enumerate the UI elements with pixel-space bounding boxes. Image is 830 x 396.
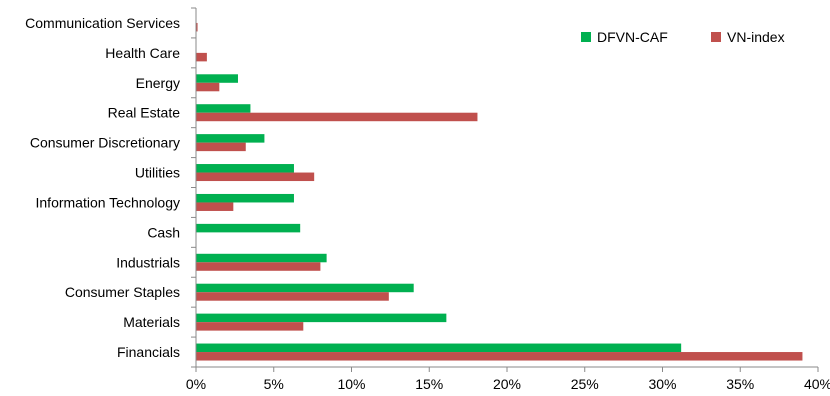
bar-dfvn-caf-information-technology — [196, 193, 294, 203]
bar-dfvn-caf-consumer-staples — [196, 283, 414, 293]
category-label: Industrials — [116, 254, 180, 270]
x-tick-label: 5% — [264, 376, 284, 392]
category-label: Communication Services — [25, 15, 180, 31]
axes-group — [191, 7, 819, 372]
bar-vn-index-health-care — [196, 52, 207, 62]
bar-dfvn-caf-real-estate — [196, 104, 251, 113]
bar-vn-index-information-technology — [196, 202, 234, 211]
legend-swatch — [581, 32, 591, 42]
bar-vn-index-real-estate — [196, 112, 478, 122]
bar-vn-index-utilities — [196, 172, 315, 182]
x-tick-labels: 0% 5% 10% 15% 20% 25% 30% 35% 40% — [186, 376, 830, 392]
legend-label: DFVN-CAF — [597, 29, 668, 45]
category-label: Utilities — [135, 165, 180, 181]
category-label: Health Care — [105, 45, 180, 61]
category-label: Financials — [117, 344, 180, 360]
bars-group — [196, 22, 803, 361]
bar-dfvn-caf-consumer-discretionary — [196, 134, 265, 143]
x-tick-label: 10% — [337, 376, 365, 392]
legend-swatch — [711, 32, 721, 42]
legend: DFVN-CAF VN-index — [581, 29, 785, 45]
x-tick-label: 25% — [571, 376, 599, 392]
bar-dfvn-caf-financials — [196, 343, 682, 353]
category-label: Consumer Discretionary — [30, 135, 180, 151]
bar-vn-index-communication-services — [196, 22, 198, 32]
legend-label: VN-index — [727, 29, 785, 45]
bar-vn-index-industrials — [196, 262, 321, 271]
bar-dfvn-caf-cash — [196, 223, 301, 233]
bar-vn-index-energy — [196, 82, 220, 92]
x-tick-label: 15% — [415, 376, 443, 392]
category-label: Real Estate — [108, 105, 181, 121]
bar-dfvn-caf-energy — [196, 74, 238, 83]
x-tick-label: 35% — [726, 376, 754, 392]
bar-vn-index-consumer-discretionary — [196, 142, 246, 152]
bar-dfvn-caf-utilities — [196, 164, 294, 173]
x-tick-label: 40% — [804, 376, 830, 392]
x-tick-label: 0% — [186, 376, 206, 392]
category-label: Consumer Staples — [65, 284, 180, 300]
category-label: Energy — [136, 75, 180, 91]
bar-vn-index-financials — [196, 352, 803, 361]
category-labels: Communication Services Health Care Energy R… — [25, 15, 180, 360]
bar-dfvn-caf-industrials — [196, 253, 327, 263]
bar-vn-index-materials — [196, 322, 304, 331]
category-label: Information Technology — [36, 194, 181, 210]
category-label: Materials — [123, 314, 180, 330]
bar-vn-index-consumer-staples — [196, 292, 389, 301]
bar-dfvn-caf-materials — [196, 313, 447, 323]
category-label: Cash — [147, 224, 180, 240]
x-tick-label: 20% — [493, 376, 521, 392]
x-tick-label: 30% — [648, 376, 676, 392]
